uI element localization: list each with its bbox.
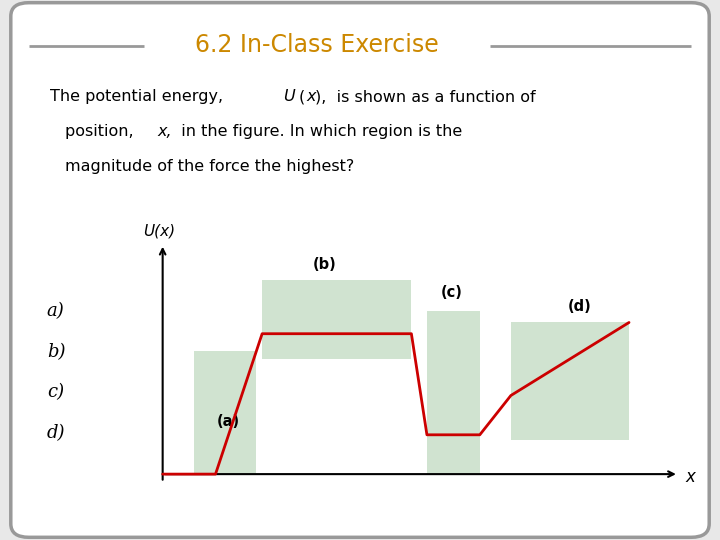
Bar: [511, 322, 629, 441]
Text: a): a): [47, 302, 65, 320]
FancyBboxPatch shape: [11, 3, 709, 537]
Text: ),  is shown as a function of: ), is shown as a function of: [315, 89, 536, 104]
Text: (d): (d): [567, 299, 591, 314]
Text: The potential energy,: The potential energy,: [50, 89, 234, 104]
Bar: [262, 280, 411, 359]
Text: in the figure. In which region is the: in the figure. In which region is the: [171, 124, 463, 139]
Text: c): c): [47, 383, 64, 401]
Text: 6.2 In-Class Exercise: 6.2 In-Class Exercise: [195, 33, 438, 57]
Text: U(x): U(x): [143, 223, 176, 238]
Text: magnitude of the force the highest?: magnitude of the force the highest?: [65, 159, 354, 174]
Text: x,: x,: [157, 124, 171, 139]
Text: (a): (a): [217, 414, 240, 429]
Text: position,: position,: [65, 124, 144, 139]
Text: x: x: [306, 89, 315, 104]
Text: x: x: [685, 468, 695, 486]
Text: (b): (b): [312, 257, 336, 272]
Text: d): d): [47, 424, 66, 442]
Text: b): b): [47, 343, 66, 361]
Bar: [427, 311, 480, 474]
Bar: [194, 350, 256, 474]
Text: (: (: [299, 89, 305, 104]
Text: (c): (c): [441, 285, 463, 300]
Text: U: U: [284, 89, 301, 104]
